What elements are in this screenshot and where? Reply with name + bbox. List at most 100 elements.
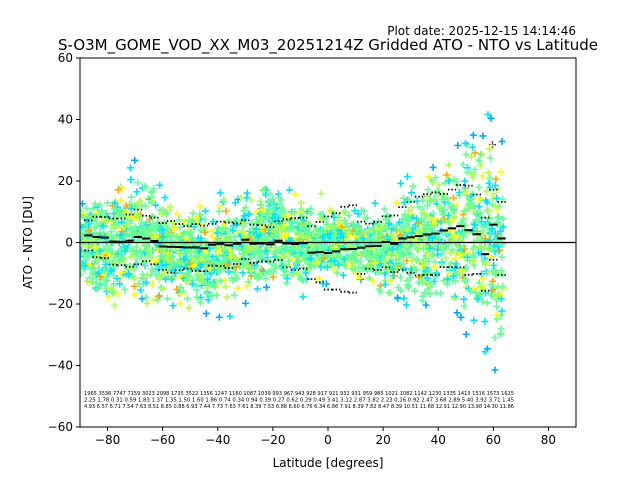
y-tick-label: −40 [48, 359, 73, 373]
data-point [251, 261, 259, 269]
data-point [391, 261, 399, 269]
data-point [201, 216, 209, 224]
data-point [279, 233, 287, 241]
data-point [423, 202, 431, 210]
data-point [174, 210, 182, 218]
data-point [413, 255, 421, 263]
data-point [99, 222, 107, 230]
data-point [211, 258, 219, 266]
data-point [452, 271, 460, 279]
data-point [280, 221, 288, 229]
data-point [402, 216, 410, 224]
data-point [479, 222, 487, 230]
data-point [279, 225, 287, 233]
data-point [162, 275, 170, 283]
data-point [381, 280, 389, 288]
data-point [159, 226, 167, 234]
data-point [297, 199, 305, 207]
data-point [144, 243, 152, 251]
data-point [238, 250, 246, 258]
data-point [175, 249, 183, 257]
data-point [457, 313, 465, 321]
data-point [476, 242, 484, 250]
data-point [423, 274, 431, 282]
data-point [470, 316, 478, 324]
data-point [461, 264, 469, 272]
data-point [80, 212, 86, 220]
data-point [248, 227, 256, 235]
data-point [253, 285, 261, 293]
data-point [121, 285, 129, 293]
x-tick-label: 40 [431, 433, 446, 447]
data-point [447, 259, 455, 267]
data-point [114, 186, 122, 194]
data-point [261, 235, 269, 243]
data-point [127, 225, 135, 233]
data-point [87, 265, 95, 273]
data-point [449, 202, 457, 210]
data-point [108, 248, 116, 256]
data-point [492, 237, 500, 245]
y-tick-label: 40 [58, 113, 73, 127]
data-point [491, 334, 499, 342]
data-point [445, 270, 453, 278]
data-point [175, 216, 183, 224]
data-point [298, 276, 306, 284]
data-point [205, 251, 213, 259]
data-point [127, 193, 135, 201]
data-point [298, 231, 306, 239]
data-point [490, 190, 498, 198]
data-point [389, 245, 397, 253]
data-point [317, 263, 325, 271]
data-point [198, 256, 206, 264]
data-point [401, 210, 409, 218]
data-point [157, 252, 165, 260]
x-axis-ticks: −80 −60 −40 −20 0 20 40 60 80 [95, 427, 556, 447]
data-point [357, 257, 365, 265]
data-point [117, 212, 125, 220]
y-tick-label: −60 [48, 420, 73, 434]
data-point [442, 254, 450, 262]
data-point [213, 229, 221, 237]
data-point [459, 161, 467, 169]
data-point [423, 212, 431, 220]
data-point [426, 216, 434, 224]
data-point [305, 248, 313, 256]
data-point [201, 228, 209, 236]
data-point [265, 256, 273, 264]
data-point [263, 211, 271, 219]
data-point [490, 261, 498, 269]
data-point [497, 168, 505, 176]
data-point [202, 309, 210, 317]
data-point [243, 282, 251, 290]
data-point [126, 164, 134, 172]
data-point [405, 197, 413, 205]
data-point [364, 249, 372, 257]
data-point [499, 215, 507, 223]
data-point [141, 182, 149, 190]
data-point [475, 183, 483, 191]
data-point [122, 220, 130, 228]
data-point [269, 214, 277, 222]
data-point [431, 214, 439, 222]
data-point [427, 222, 435, 230]
data-point [486, 245, 494, 253]
data-point [189, 209, 197, 217]
data-point [283, 279, 291, 287]
plot-date: Plot date: 2025-12-15 14:14:46 [387, 24, 576, 38]
bin-stats-row-std: 4.93 6.57 6.71 7.54 7.63 8.51 8.85 0.88 … [84, 404, 514, 410]
data-point [188, 280, 196, 288]
data-point [115, 239, 123, 247]
data-point [400, 294, 408, 302]
data-point [101, 280, 109, 288]
data-point [481, 348, 489, 356]
data-point [131, 274, 139, 282]
data-point [498, 307, 506, 315]
data-point [148, 280, 156, 288]
data-point [345, 211, 353, 219]
data-point [137, 286, 145, 294]
data-point [324, 231, 332, 239]
data-point [477, 283, 485, 291]
data-point [181, 234, 189, 242]
data-point [466, 287, 474, 295]
